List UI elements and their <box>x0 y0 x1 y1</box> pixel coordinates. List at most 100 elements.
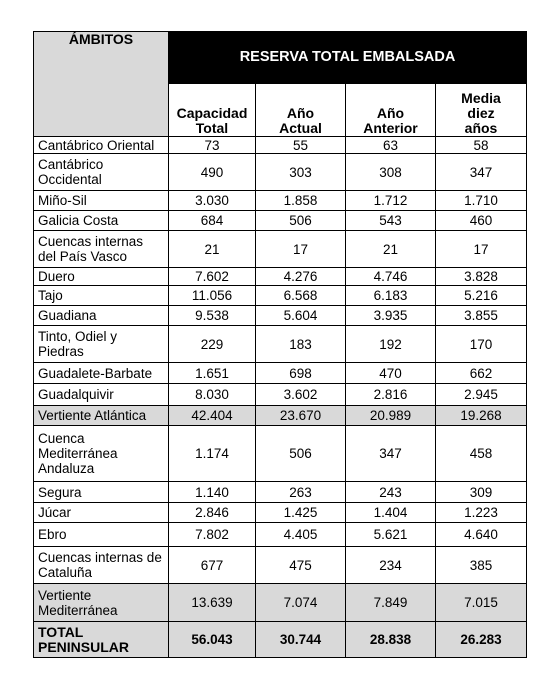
column-header-line: Total <box>195 120 229 136</box>
cell-ano-actual: 698 <box>255 362 346 384</box>
cell-media: 385 <box>434 546 528 584</box>
table-row: Miño-Sil 3.030 1.858 1.712 1.710 <box>33 190 528 211</box>
column-header-media-diez-anos: Media diez años <box>434 83 528 137</box>
cell-media: 170 <box>434 325 528 363</box>
row-name: Cuenca Mediterránea Andaluza <box>33 425 169 482</box>
cell-media: 26.283 <box>434 621 528 658</box>
cell-ano-actual: 263 <box>255 481 346 503</box>
table-row: Guadalquivir 8.030 3.602 2.816 2.945 <box>33 383 528 406</box>
column-header-ano-actual: Año Actual <box>255 83 346 137</box>
cell-media: 17 <box>434 230 528 268</box>
cell-ano-actual: 7.074 <box>255 583 346 622</box>
cell-ano-anterior: 243 <box>345 481 436 503</box>
table-row: Tinto, Odiel y Piedras 229 183 192 170 <box>33 325 528 363</box>
cell-ano-actual: 5.604 <box>255 305 346 326</box>
cell-ano-anterior: 308 <box>345 153 436 191</box>
cell-media: 347 <box>434 153 528 191</box>
table-row: Guadalete-Barbate 1.651 698 470 662 <box>33 362 528 384</box>
cell-media: 3.855 <box>434 305 528 326</box>
cell-ano-anterior: 470 <box>345 362 436 384</box>
table-row: Segura 1.140 263 243 309 <box>33 481 528 503</box>
cell-media: 5.216 <box>434 285 528 306</box>
cell-ano-anterior: 7.849 <box>345 583 436 622</box>
cell-ano-actual: 1.425 <box>255 502 346 523</box>
cell-ano-actual: 475 <box>255 546 346 584</box>
cell-ano-anterior: 543 <box>345 210 436 231</box>
cell-capacidad: 56.043 <box>168 621 256 658</box>
table-row: Galicia Costa 684 506 543 460 <box>33 210 528 231</box>
cell-ano-anterior: 5.621 <box>345 522 436 547</box>
table-row: Guadiana 9.538 5.604 3.935 3.855 <box>33 305 528 326</box>
table-row: Duero 7.602 4.276 4.746 3.828 <box>33 267 528 286</box>
cell-ano-actual: 17 <box>255 230 346 268</box>
cell-ano-actual: 506 <box>255 425 346 482</box>
cell-capacidad: 1.140 <box>168 481 256 503</box>
reserva-total-header: RESERVA TOTAL EMBALSADA <box>167 31 528 84</box>
cell-ano-anterior: 28.838 <box>345 621 436 658</box>
cell-capacidad: 490 <box>168 153 256 191</box>
row-name: Segura <box>33 481 169 503</box>
cell-media: 460 <box>434 210 528 231</box>
cell-media: 458 <box>434 425 528 482</box>
row-name: Cantábrico Occidental <box>33 153 169 191</box>
row-name: Vertiente Atlántica <box>33 405 169 426</box>
cell-ano-actual: 3.602 <box>255 383 346 406</box>
row-name: Cantábrico Oriental <box>33 136 169 154</box>
row-name: Duero <box>33 267 169 286</box>
cell-capacidad: 3.030 <box>168 190 256 211</box>
row-name: Miño-Sil <box>33 190 169 211</box>
row-name: Cuencas internas del País Vasco <box>33 230 169 268</box>
cell-capacidad: 73 <box>168 136 256 154</box>
row-name: Ebro <box>33 522 169 547</box>
row-name: Guadalete-Barbate <box>33 362 169 384</box>
cell-ano-anterior: 3.935 <box>345 305 436 326</box>
cell-media: 3.828 <box>434 267 528 286</box>
table-row: Tajo 11.056 6.568 6.183 5.216 <box>33 285 528 306</box>
cell-ano-anterior: 192 <box>345 325 436 363</box>
column-header-line: Año <box>376 105 405 121</box>
cell-media: 4.640 <box>434 522 528 547</box>
table-row: Ebro 7.802 4.405 5.621 4.640 <box>33 522 528 547</box>
cell-ano-actual: 183 <box>255 325 346 363</box>
cell-ano-anterior: 4.746 <box>345 267 436 286</box>
column-header-line: diez <box>467 105 495 121</box>
column-header-capacidad: Capacidad Total <box>168 83 256 137</box>
cell-media: 7.015 <box>434 583 528 622</box>
cell-capacidad: 7.602 <box>168 267 256 286</box>
cell-ano-anterior: 2.816 <box>345 383 436 406</box>
cell-capacidad: 2.846 <box>168 502 256 523</box>
row-name: Cuencas internas de Cataluña <box>33 546 169 584</box>
cell-media: 662 <box>434 362 528 384</box>
row-name: Galicia Costa <box>33 210 169 231</box>
cell-ano-anterior: 21 <box>345 230 436 268</box>
cell-capacidad: 1.174 <box>168 425 256 482</box>
row-name: Tinto, Odiel y Piedras <box>33 325 169 363</box>
cell-capacidad: 9.538 <box>168 305 256 326</box>
column-header-line: Capacidad <box>176 105 248 121</box>
cell-ano-anterior: 234 <box>345 546 436 584</box>
table-row: Júcar 2.846 1.425 1.404 1.223 <box>33 502 528 523</box>
reservoir-table: ÁMBITOS RESERVA TOTAL EMBALSADA Capacida… <box>33 31 528 658</box>
table-row: Cuenca Mediterránea Andaluza 1.174 506 3… <box>33 425 528 482</box>
cell-ano-anterior: 63 <box>345 136 436 154</box>
cell-ano-anterior: 1.712 <box>345 190 436 211</box>
cell-media: 58 <box>434 136 528 154</box>
column-header-line: Media <box>461 90 501 106</box>
subtotal-row: Vertiente Atlántica 42.404 23.670 20.989… <box>33 405 528 426</box>
cell-ano-actual: 4.276 <box>255 267 346 286</box>
cell-capacidad: 1.651 <box>168 362 256 384</box>
table-row: Cuencas internas de Cataluña 677 475 234… <box>33 546 528 584</box>
column-header-ano-anterior: Año Anterior <box>345 83 436 137</box>
cell-media: 19.268 <box>434 405 528 426</box>
table-row: Cantábrico Occidental 490 303 308 347 <box>33 153 528 191</box>
column-header-line: años <box>464 120 498 136</box>
row-name: Tajo <box>33 285 169 306</box>
cell-ano-actual: 4.405 <box>255 522 346 547</box>
row-name: TOTAL PENINSULAR <box>33 621 169 658</box>
cell-media: 2.945 <box>434 383 528 406</box>
cell-capacidad: 42.404 <box>168 405 256 426</box>
cell-ano-actual: 506 <box>255 210 346 231</box>
cell-ano-actual: 23.670 <box>255 405 346 426</box>
column-header-line: Actual <box>279 120 322 136</box>
cell-ano-actual: 30.744 <box>255 621 346 658</box>
